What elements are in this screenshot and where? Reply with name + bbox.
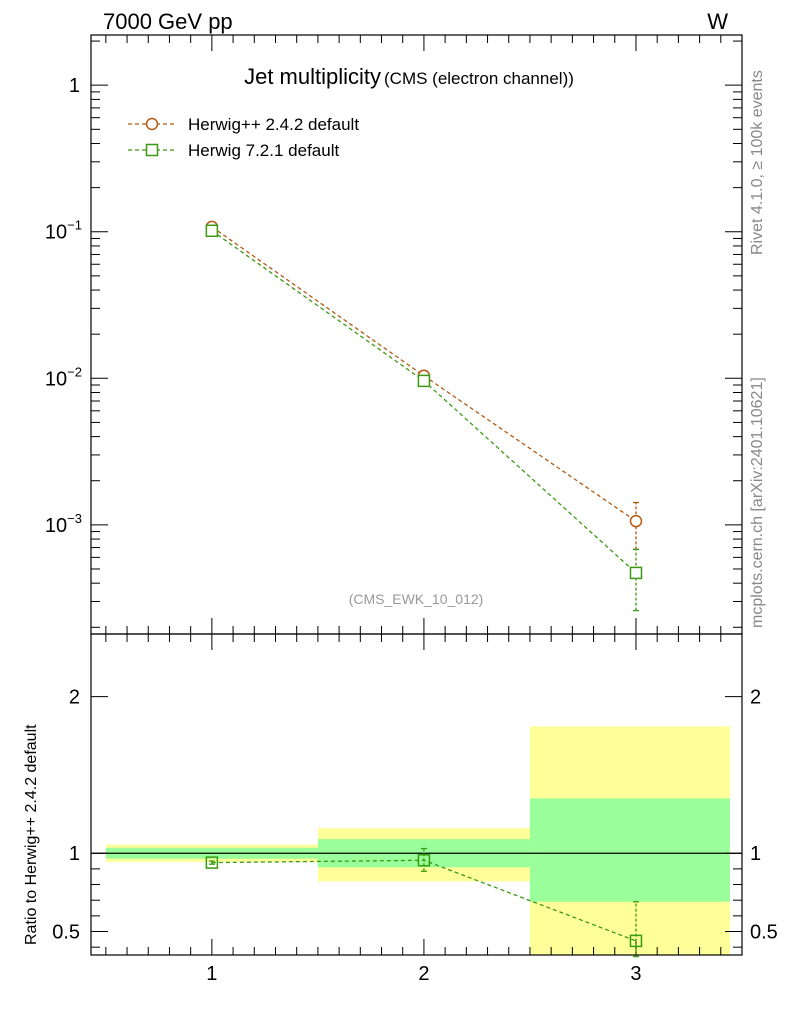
legend-marker-herwigpp (145, 117, 159, 131)
legend-label-herwigpp: Herwig++ 2.4.2 default (188, 115, 359, 134)
reference-label: (CMS_EWK_10_012) (349, 591, 484, 607)
header-right: W (707, 9, 728, 34)
main-ytick-label: 10−3 (45, 511, 82, 537)
ratio-xtick-label: 2 (418, 963, 429, 985)
series-line (211, 230, 637, 574)
ratio-xtick-label: 3 (630, 963, 641, 985)
data-point-circle (629, 514, 643, 528)
main-ytick-label: 10−2 (45, 364, 82, 390)
chart-subtitle: (CMS (electron channel)) (384, 69, 574, 88)
ratio-ytick-label-left: 2 (69, 687, 80, 709)
ratio-ytick-label-right: 2 (750, 687, 761, 709)
ratio-data-point (417, 854, 431, 867)
ratio-series (205, 847, 643, 958)
rivet-label: Rivet 4.1.0, ≥ 100k events (749, 70, 766, 255)
legend-label-herwig7: Herwig 7.2.1 default (188, 141, 339, 160)
ratio-panel: 0.5 0.5 1 1 2 2 1 2 3 Ratio to Herwig++ 2.4.2 de… (23, 633, 778, 985)
ratio-data-point (629, 934, 643, 948)
ratio-ytick-label-left: 0.5 (52, 922, 80, 944)
chart-title: Jet multiplicity (244, 64, 381, 89)
ratio-ytick-label-right: 1 (750, 843, 761, 865)
data-point-square (205, 224, 219, 238)
header-left: 7000 GeV pp (103, 9, 233, 34)
data-point-square (417, 374, 431, 388)
main-ytick-label: 10−1 (45, 218, 82, 244)
ratio-data-point (205, 856, 219, 869)
mcplots-label: mcplots.cern.ch [arXiv:2401.10621] (749, 377, 766, 628)
legend-marker-herwig7 (145, 143, 159, 157)
main-panel: 1 10−1 10−2 10−3 Jet multiplicity (CMS (ele… (45, 34, 743, 635)
ratio-axis-ticks: 0.5 0.5 1 1 2 2 1 2 3 (52, 634, 778, 985)
ratio-ylabel: Ratio to Herwig++ 2.4.2 default (23, 724, 40, 945)
legend: Herwig++ 2.4.2 default Herwig 7.2.1 defa… (128, 115, 359, 160)
ratio-ytick-label-right: 0.5 (750, 922, 778, 944)
main-series (205, 220, 643, 612)
main-ytick-label: 1 (69, 75, 80, 97)
main-axis-ticks: 1 10−1 10−2 10−3 (45, 35, 743, 634)
ratio-ytick-label-left: 1 (69, 843, 80, 865)
ratio-xtick-label: 1 (206, 963, 217, 985)
ratio-frame (90, 633, 743, 956)
ratio-band-inner (529, 798, 730, 902)
data-point-square (629, 566, 643, 580)
